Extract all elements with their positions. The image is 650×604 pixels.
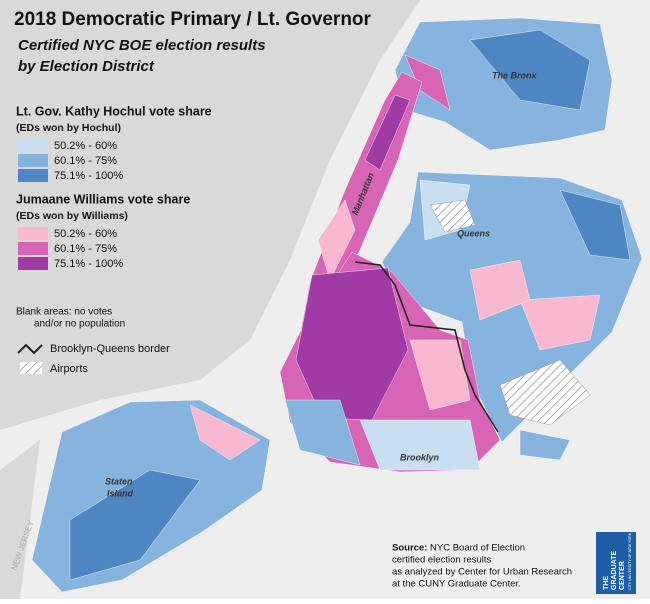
legend-swatch <box>18 227 48 240</box>
border-swatch <box>17 343 43 355</box>
legend-label: 60.1% - 75% <box>54 243 117 255</box>
legend-label: Brooklyn-Queens border <box>50 343 170 355</box>
place-label: Queens <box>457 228 490 238</box>
legend-subtitle: (EDs won by Williams) <box>16 210 128 222</box>
logo-text: THE GRADUATE CENTER CITY UNIVERSITY OF N… <box>603 532 632 590</box>
election-districts <box>31 17 643 593</box>
logo-line: GRADUATE <box>611 551 618 590</box>
logo-line: THE <box>603 576 610 590</box>
manhattan-patch <box>317 199 356 281</box>
bronx-patch <box>469 29 591 111</box>
source-line: certified election results <box>392 555 492 566</box>
logo-line: CITY UNIVERSITY OF NEW YORK <box>628 532 632 590</box>
staten-island-patch <box>69 469 201 581</box>
source-line: as analyzed by Center for Urban Research <box>392 567 572 578</box>
legend: Lt. Gov. Kathy Hochul vote share (EDs won… <box>16 104 212 270</box>
brooklyn-patch <box>284 399 361 466</box>
airport-swatch <box>20 362 42 374</box>
legend-swatch <box>18 154 48 167</box>
brooklyn-patch <box>359 419 481 471</box>
place-label: The Bronx <box>492 70 537 80</box>
legend-swatch <box>18 242 48 255</box>
new-jersey-land <box>0 440 40 599</box>
legend-label: 50.2% - 60% <box>54 140 117 152</box>
legend-subtitle: (EDs won by Hochul) <box>16 122 121 134</box>
brooklyn-queens-border <box>354 261 499 433</box>
legend-title: Lt. Gov. Kathy Hochul vote share <box>16 104 212 118</box>
legend-label: 50.2% - 60% <box>54 228 117 240</box>
subtitle: by Election District <box>18 58 155 75</box>
queens-patch <box>469 259 531 321</box>
place-label: Staten <box>105 476 133 486</box>
subtitle: Certified NYC BOE election results <box>18 37 266 54</box>
source-label: Source: <box>392 543 427 554</box>
legend-label: 75.1% - 100% <box>54 170 123 182</box>
logo <box>596 532 636 594</box>
place-label: Brooklyn <box>400 452 440 462</box>
legend-swatch <box>18 257 48 270</box>
queens-patch <box>519 294 601 351</box>
airport-jfk <box>499 359 591 426</box>
legend-swatch <box>18 169 48 182</box>
rockaway <box>519 429 571 461</box>
title: 2018 Democratic Primary / Lt. Governor <box>14 9 372 30</box>
legend-title: Jumaane Williams vote share <box>16 192 190 206</box>
legend-label: Airports <box>50 363 88 375</box>
place-label: Island <box>107 488 134 498</box>
staten-island-patch <box>189 404 261 461</box>
manhattan-patch <box>364 94 411 171</box>
legend-label: 60.1% - 75% <box>54 155 117 167</box>
source-line: NYC Board of Election <box>430 543 525 554</box>
queens-patch <box>559 189 631 261</box>
source-line: at the CUNY Graduate Center. <box>392 579 521 590</box>
brooklyn-patch <box>409 339 471 411</box>
mainland <box>0 0 420 430</box>
logo-line: CENTER <box>619 561 626 590</box>
legend-label: 75.1% - 100% <box>54 258 123 270</box>
legend-note: Blank areas: no votes <box>16 307 112 318</box>
airport-laguardia <box>429 199 476 233</box>
legend-swatch <box>18 139 48 152</box>
legend-note: and/or no population <box>34 319 125 330</box>
